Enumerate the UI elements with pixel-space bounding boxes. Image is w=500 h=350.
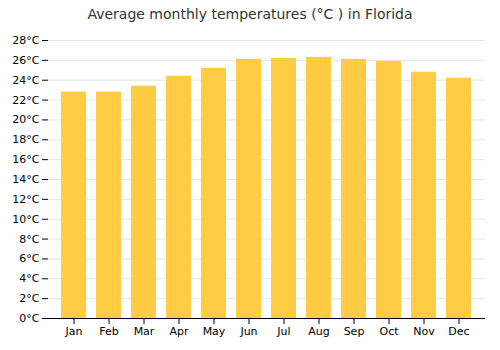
svg-text:Sep: Sep — [344, 325, 365, 338]
svg-text:Feb: Feb — [99, 325, 118, 338]
svg-text:24°C: 24°C — [12, 74, 39, 87]
svg-text:20°C: 20°C — [12, 113, 39, 126]
svg-text:14°C: 14°C — [12, 173, 39, 186]
svg-text:8°C: 8°C — [19, 233, 39, 246]
svg-text:4°C: 4°C — [19, 272, 39, 285]
svg-text:28°C: 28°C — [12, 34, 39, 47]
svg-text:Oct: Oct — [379, 325, 399, 338]
svg-text:Aug: Aug — [308, 325, 329, 338]
svg-text:Nov: Nov — [413, 325, 435, 338]
svg-text:12°C: 12°C — [12, 193, 39, 206]
svg-text:Dec: Dec — [448, 325, 469, 338]
svg-text:10°C: 10°C — [12, 213, 39, 226]
svg-text:Jun: Jun — [239, 325, 257, 338]
svg-text:May: May — [203, 325, 226, 338]
svg-text:22°C: 22°C — [12, 94, 39, 107]
svg-text:6°C: 6°C — [19, 252, 39, 265]
svg-text:Jan: Jan — [65, 325, 83, 338]
html-text:Average monthly temperatures (: Average monthly temperatures (°C ) in Fl… — [87, 6, 413, 22]
svg-text:Apr: Apr — [169, 325, 189, 338]
svg-text:0°C: 0°C — [19, 312, 39, 325]
svg-text:Jul: Jul — [276, 325, 290, 338]
svg-text:2°C: 2°C — [19, 292, 39, 305]
svg-text:18°C: 18°C — [12, 133, 39, 146]
svg-text:Mar: Mar — [134, 325, 155, 338]
svg-text:16°C: 16°C — [12, 153, 39, 166]
svg-text:26°C: 26°C — [12, 54, 39, 67]
